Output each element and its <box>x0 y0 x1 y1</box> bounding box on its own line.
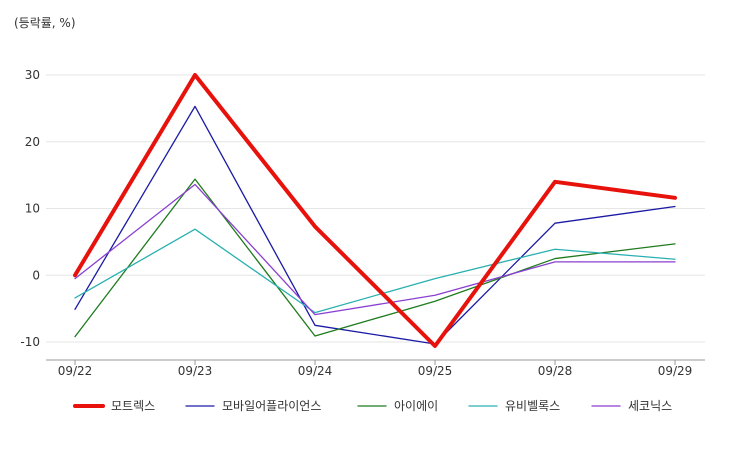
x-tick-label: 09/24 <box>298 364 333 378</box>
y-tick-label: 30 <box>25 68 40 82</box>
x-tick-label: 09/22 <box>58 364 93 378</box>
x-tick-label: 09/23 <box>178 364 213 378</box>
unit-label: (등락률, %) <box>14 16 76 30</box>
series-line-3 <box>74 228 676 314</box>
series-line-0 <box>73 73 677 349</box>
legend-label: 아이에이 <box>394 399 438 413</box>
series-line-4 <box>74 183 676 316</box>
legend-label: 세코닉스 <box>628 399 672 413</box>
y-tick-label: 10 <box>25 202 40 216</box>
legend-label: 모바일어플라이언스 <box>222 399 321 413</box>
y-tick-label: -10 <box>20 335 40 349</box>
x-tick-label: 09/29 <box>658 364 693 378</box>
y-tick-label: 0 <box>32 268 40 282</box>
x-tick-label: 09/28 <box>538 364 573 378</box>
series-line-2 <box>74 178 676 338</box>
axis-layer: 30 20 10 0 -10 09/22 09/23 09/24 09/25 09/28 09/29 <box>20 68 705 378</box>
x-tick-label: 09/25 <box>418 364 453 378</box>
y-tick-label: 20 <box>25 135 40 149</box>
legend-label: 모트렉스 <box>111 399 155 413</box>
legend: 모트렉스 모바일어플라이언스 아이에이 유비벨록스 세코닉스 <box>73 399 672 413</box>
legend-label: 유비벨록스 <box>505 399 560 413</box>
series-layer <box>73 73 677 349</box>
grid-layer <box>46 74 705 343</box>
series-line-1 <box>74 105 676 345</box>
